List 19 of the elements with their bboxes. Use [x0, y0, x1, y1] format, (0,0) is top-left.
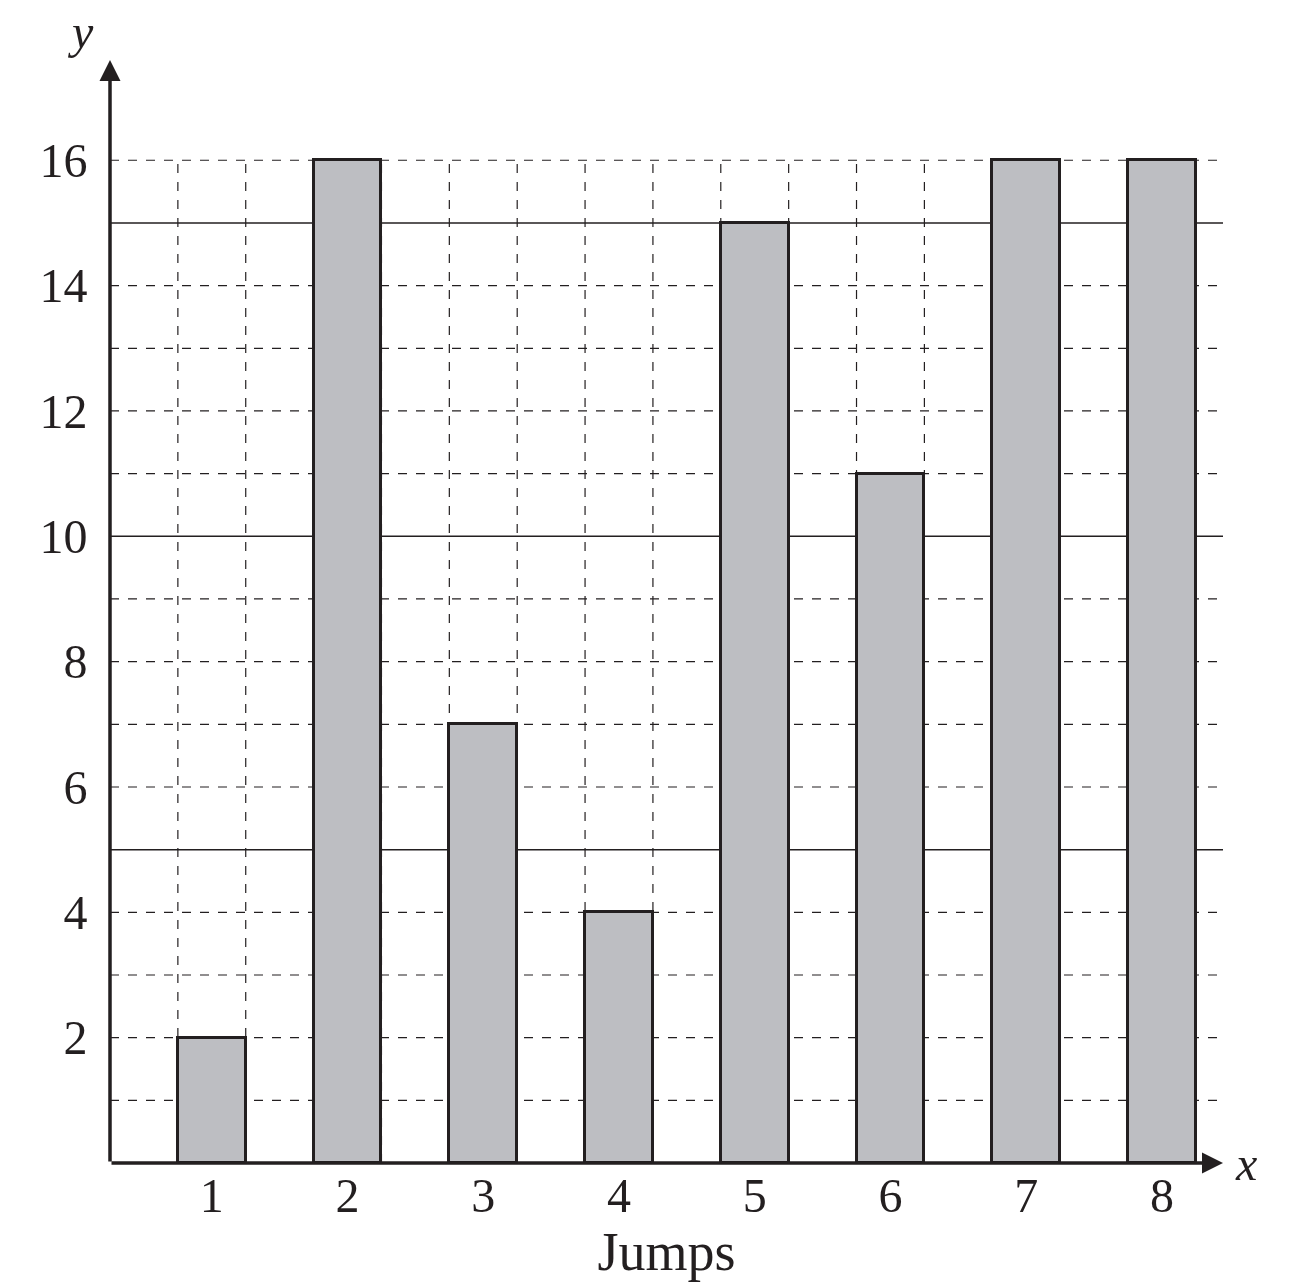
x-tick-label: 7	[1014, 1169, 1039, 1222]
x-tick-label: 6	[878, 1169, 903, 1222]
y-tick-label: 10	[39, 510, 88, 564]
x-tick-label: 8	[1149, 1169, 1174, 1222]
x-tick-label: 5	[742, 1169, 767, 1222]
y-tick-label: 12	[39, 384, 88, 438]
y-tick-label: 6	[63, 760, 88, 814]
y-tick-label: 16	[39, 134, 88, 188]
y-tick-label: 4	[63, 886, 88, 940]
y-tick-label: 8	[63, 635, 88, 689]
x-tick-label: 2	[335, 1169, 360, 1222]
y-axis-title: y	[67, 5, 94, 58]
x-tick-label: 3	[471, 1169, 496, 1222]
x-tick-label: 1	[199, 1169, 224, 1222]
x-tick-label: 4	[606, 1169, 631, 1222]
x-axis-title: Jumps	[597, 1222, 736, 1282]
y-tick-label: 14	[39, 259, 88, 313]
y-tick-label: 2	[63, 1011, 88, 1065]
annotation: x	[1235, 1137, 1258, 1190]
